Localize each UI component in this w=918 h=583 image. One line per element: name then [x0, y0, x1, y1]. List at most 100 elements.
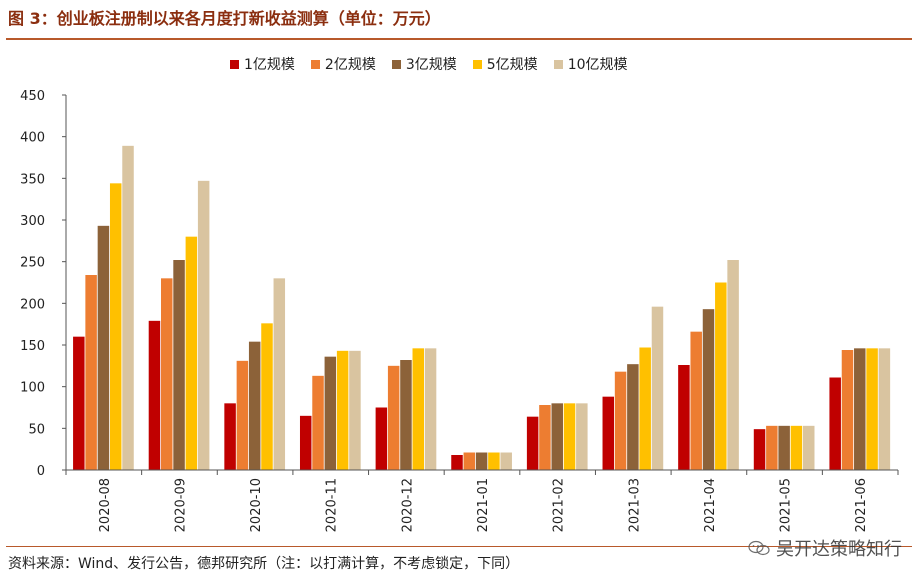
bar: [122, 145, 134, 470]
bar: [563, 403, 576, 470]
bar: [702, 309, 715, 470]
bar: [349, 350, 361, 470]
bar: [312, 375, 324, 470]
legend-label: 3亿规模: [405, 57, 457, 73]
bar: [261, 323, 273, 470]
bar: [224, 403, 236, 470]
bar: [690, 331, 702, 470]
bar: [375, 407, 388, 470]
watermark-text: 吴开达策略知行: [776, 539, 902, 560]
legend-swatch: [391, 59, 401, 69]
x-tick-label: 2021-04: [703, 478, 718, 532]
bar: [185, 236, 198, 470]
bar: [678, 365, 690, 470]
bar: [715, 282, 727, 470]
x-tick-label: 2020-12: [400, 478, 415, 532]
bar: [248, 341, 261, 470]
bar: [463, 452, 476, 470]
bar: [412, 348, 425, 470]
y-tick-label: 350: [20, 172, 45, 187]
legend-item: 10亿规模: [553, 54, 628, 74]
x-tick-label: 2021-02: [552, 478, 567, 532]
bar: [551, 403, 563, 470]
y-tick-label: 300: [20, 214, 45, 229]
bar: [866, 348, 878, 470]
bar: [627, 364, 639, 470]
chart-legend: 1亿规模 2亿规模 3亿规模 5亿规模 10亿规模: [230, 54, 628, 74]
bar: [324, 356, 337, 470]
y-tick-label: 50: [28, 422, 45, 437]
bar: [526, 416, 539, 470]
footer-divider: [6, 546, 912, 547]
bar: [97, 225, 110, 470]
bar: [576, 403, 588, 470]
bar: [488, 452, 500, 470]
y-tick-label: 400: [20, 131, 45, 146]
x-tick-label: 2020-11: [325, 478, 340, 532]
bar: [539, 405, 551, 470]
y-tick-label: 150: [20, 339, 45, 354]
bar: [161, 278, 173, 470]
bar: [854, 348, 866, 470]
legend-label: 1亿规模: [244, 57, 295, 73]
legend-label: 2亿规模: [324, 57, 376, 73]
bar: [299, 415, 312, 470]
bar: [841, 350, 854, 470]
bar: [475, 452, 488, 470]
bar: [802, 425, 815, 470]
y-tick-label: 450: [20, 89, 45, 104]
legend-swatch: [230, 59, 239, 69]
bar-chart: 0 50 100 150 200 250 300 350 400 450 2020-08 2020-0…: [20, 89, 899, 532]
legend-item: 2亿规模: [310, 54, 376, 74]
bar: [778, 425, 790, 470]
bar: [400, 360, 412, 470]
bar: [173, 260, 185, 470]
bar: [753, 429, 766, 470]
y-tick-label: 0: [37, 464, 45, 479]
y-tick-label: 100: [20, 381, 45, 396]
bar: [197, 180, 210, 471]
x-tick-label: 2021-03: [627, 478, 642, 532]
bar: [424, 348, 437, 470]
x-tick-label: 2021-06: [854, 478, 869, 532]
bar: [602, 396, 615, 470]
legend-item: 1亿规模: [230, 54, 295, 74]
legend-item: 5亿规模: [472, 54, 538, 74]
y-tick-label: 200: [20, 297, 45, 312]
legend-swatch: [310, 59, 320, 69]
bar: [639, 347, 651, 470]
bar: [336, 350, 349, 470]
wechat-icon: [748, 540, 770, 556]
bar: [85, 275, 97, 470]
legend-swatch: [553, 59, 563, 69]
x-tick-label: 2020-08: [98, 478, 113, 532]
bar: [451, 455, 463, 470]
bar: [109, 183, 122, 471]
x-tick-label: 2020-10: [249, 478, 264, 532]
legend-label: 5亿规模: [486, 57, 538, 73]
source-note: 资料来源：Wind、发行公告，德邦研究所（注：以打满计算，不考虑锁定，下同）: [8, 556, 520, 572]
x-tick-label: 2021-05: [779, 478, 794, 532]
x-tick-label: 2021-01: [476, 478, 491, 532]
bar: [236, 360, 249, 470]
bar: [148, 320, 161, 470]
y-tick-label: 250: [20, 256, 45, 271]
bar: [73, 336, 85, 470]
bar: [878, 348, 891, 470]
watermark: 吴开达策略知行: [748, 535, 902, 561]
chart-area: 0 50 100 150 200 250 300 350 400 450 2020-08 2020-0…: [0, 44, 918, 544]
legend-swatch: [472, 59, 482, 69]
bar: [500, 452, 512, 470]
x-tick-label: 2020-09: [173, 478, 188, 532]
figure-title: 图 3：创业板注册制以来各月度打新收益测算（单位：万元）: [8, 9, 441, 28]
bar: [790, 425, 803, 470]
bar: [766, 425, 778, 470]
legend-label: 10亿规模: [567, 57, 628, 73]
bar: [273, 278, 286, 470]
bar: [387, 365, 400, 470]
bar: [829, 377, 841, 470]
bar: [614, 371, 627, 470]
bar: [651, 306, 664, 470]
title-divider: [6, 38, 912, 40]
legend-item: 3亿规模: [391, 54, 457, 74]
